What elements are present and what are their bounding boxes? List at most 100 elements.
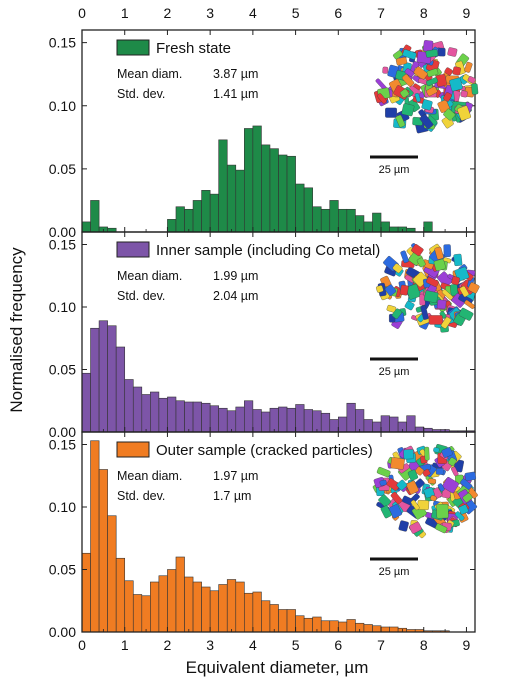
- scale-bar-label: 25 µm: [379, 366, 410, 378]
- panel-1: 0.00 0.05 0.10 0.15 Fresh state Mean diam. 3.8…: [49, 29, 479, 240]
- top-tick-label: 5: [292, 5, 300, 21]
- histogram-bar: [286, 609, 296, 633]
- particle-image: [375, 243, 480, 333]
- x-tick-label: 5: [292, 637, 300, 653]
- particle: [438, 47, 446, 57]
- legend-label: Fresh state: [156, 40, 231, 57]
- particle: [380, 505, 392, 519]
- stat-label: Mean diam.: [117, 469, 182, 483]
- particle: [404, 68, 415, 78]
- x-tick-label: 7: [377, 637, 385, 653]
- particle: [464, 299, 475, 309]
- particle: [459, 285, 470, 298]
- stat-label: Mean diam.: [117, 269, 182, 283]
- top-tick-label: 3: [206, 5, 214, 21]
- x-tick-label: 3: [206, 637, 214, 653]
- x-tick-label: 0: [78, 637, 86, 653]
- histogram-bar: [184, 401, 194, 433]
- histogram-bar: [380, 415, 390, 433]
- histogram-bar: [218, 584, 228, 633]
- particle: [447, 47, 458, 57]
- histogram-bar: [295, 183, 305, 233]
- histogram-bar: [201, 402, 211, 433]
- histogram-bar: [363, 624, 373, 633]
- top-tick-label: 9: [463, 5, 471, 21]
- particle: [458, 307, 474, 321]
- histogram-bar: [329, 419, 339, 433]
- y-tick-label: 0.00: [49, 624, 76, 640]
- particle: [379, 479, 387, 486]
- histogram-bar: [278, 609, 288, 633]
- histogram-bar: [406, 415, 416, 433]
- histogram-bar: [158, 575, 168, 633]
- particle: [464, 471, 477, 481]
- histogram-bar: [269, 604, 279, 633]
- particle: [419, 114, 434, 129]
- particle: [377, 93, 387, 104]
- stat-value: 1.99 µm: [213, 269, 258, 283]
- particle: [424, 446, 430, 461]
- histogram-bar: [175, 206, 185, 233]
- legend-swatch: [116, 441, 150, 458]
- histogram-bar: [355, 409, 365, 433]
- histogram-bar: [312, 206, 322, 233]
- histogram-bar: [252, 409, 262, 433]
- histogram-bar: [380, 221, 390, 233]
- y-tick-label: 0.00: [49, 424, 76, 440]
- histogram-bar: [226, 579, 237, 633]
- particle: [376, 466, 391, 478]
- stat-value: 1.41 µm: [213, 87, 258, 101]
- particle: [402, 49, 417, 60]
- stat-value: 3.87 µm: [213, 67, 258, 81]
- particle: [407, 469, 419, 481]
- particle: [447, 457, 457, 467]
- histogram-bar: [278, 406, 288, 433]
- y-tick-label: 0.15: [49, 237, 76, 253]
- histogram-bar: [141, 394, 151, 433]
- particle: [384, 284, 397, 296]
- particle: [398, 520, 409, 532]
- histogram-bar: [423, 221, 433, 233]
- legend-swatch: [116, 39, 150, 56]
- histogram-bar: [192, 581, 202, 633]
- histogram-bar: [201, 586, 211, 633]
- histogram-bar: [235, 169, 245, 233]
- particle: [423, 290, 439, 303]
- particle: [451, 276, 460, 286]
- histogram-bar: [90, 200, 100, 233]
- particle: [416, 257, 426, 268]
- histogram-bar: [90, 440, 100, 633]
- y-tick-label: 0.05: [49, 362, 76, 378]
- histogram-bar: [98, 320, 108, 433]
- particle: [451, 466, 459, 477]
- top-tick-label: 4: [249, 5, 257, 21]
- y-tick-label: 0.15: [49, 437, 76, 453]
- particle: [442, 477, 459, 494]
- y-tick-label: 0.05: [49, 562, 76, 578]
- particle: [421, 99, 433, 111]
- histogram-bar: [115, 557, 126, 633]
- y-tick-label: 0.10: [49, 98, 76, 114]
- stat-value: 1.97 µm: [213, 469, 258, 483]
- top-tick-label: 1: [121, 5, 129, 21]
- stat-value: 1.7 µm: [213, 489, 251, 503]
- particle: [452, 66, 461, 76]
- particle: [467, 76, 476, 84]
- histogram-bar: [295, 615, 305, 633]
- panel-3: 0.00 0.05 0.10 0.15 Outer sample (cracked pa…: [49, 431, 478, 653]
- histogram-bar: [389, 626, 399, 633]
- histogram-bar: [226, 164, 237, 233]
- particle: [440, 316, 452, 329]
- particle: [395, 114, 406, 128]
- particle: [449, 77, 463, 92]
- histogram-bar: [201, 190, 211, 233]
- histogram-bar: [295, 404, 305, 433]
- particle: [435, 523, 448, 534]
- histogram-bar: [184, 576, 194, 633]
- particle: [409, 521, 422, 534]
- particle: [464, 61, 473, 73]
- histogram-bar: [81, 372, 91, 433]
- histogram-bar: [329, 200, 339, 233]
- particle: [422, 469, 431, 477]
- histogram-bar: [107, 325, 117, 433]
